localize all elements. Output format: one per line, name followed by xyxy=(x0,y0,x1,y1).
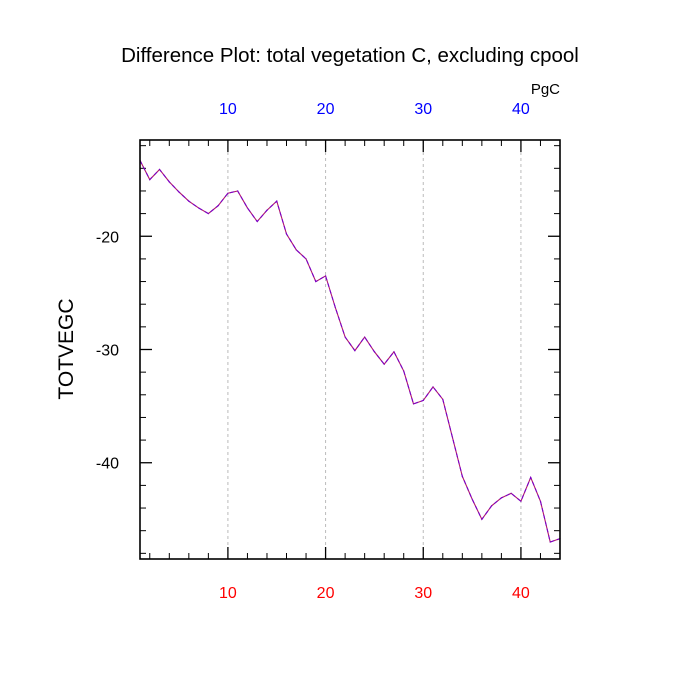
data-point xyxy=(256,220,258,223)
data-point xyxy=(305,258,307,260)
data-point xyxy=(266,209,268,211)
data-point xyxy=(354,350,356,352)
x-tick-label-bottom: 40 xyxy=(512,585,530,602)
series-line-primary xyxy=(139,160,561,543)
data-point xyxy=(149,179,151,181)
data-point xyxy=(442,398,444,400)
data-point xyxy=(168,181,170,183)
y-tick-label: -40 xyxy=(96,456,119,473)
data-point xyxy=(198,207,200,209)
data-point xyxy=(324,275,327,277)
data-point xyxy=(451,437,454,439)
data-point xyxy=(432,386,434,388)
y-tick-label: -20 xyxy=(96,229,119,246)
data-point xyxy=(539,500,542,502)
data-point xyxy=(481,518,483,520)
x-tick-label-bottom: 10 xyxy=(219,585,237,602)
x-tick-label-top: 20 xyxy=(317,101,335,118)
data-point xyxy=(344,336,346,338)
data-point xyxy=(422,399,424,402)
data-point xyxy=(500,497,502,499)
data-point xyxy=(383,363,385,365)
series-line-secondary xyxy=(139,160,561,543)
data-point xyxy=(510,492,512,494)
x-tick-label-bottom: 20 xyxy=(317,585,335,602)
data-point xyxy=(237,190,239,192)
x-tick-label-top: 30 xyxy=(414,101,432,118)
data-point xyxy=(188,200,190,202)
data-point xyxy=(491,505,493,507)
x-tick-label-top: 10 xyxy=(219,101,237,118)
plot-frame xyxy=(139,139,561,560)
data-point xyxy=(520,500,522,502)
x-tick-label-top: 40 xyxy=(512,101,530,118)
data-point xyxy=(285,233,288,235)
tick-labels: 10 10 20 20 30 30 40 40 -20 -30 -40 xyxy=(96,101,530,602)
data-point xyxy=(217,205,219,207)
data-point xyxy=(403,370,405,372)
data-point xyxy=(207,213,209,215)
data-point xyxy=(364,336,366,338)
data-point xyxy=(471,498,473,500)
data-point xyxy=(246,207,249,209)
grid-lines xyxy=(227,140,522,559)
y-axis-label: TOTVEGC xyxy=(55,298,78,399)
y-tick-label: -30 xyxy=(96,343,119,360)
chart-title: Difference Plot: total vegetation C, exc… xyxy=(121,44,579,67)
data-point xyxy=(227,192,229,194)
data-point xyxy=(295,249,297,251)
units-label: PgC xyxy=(531,81,560,98)
data-series xyxy=(139,159,561,543)
axis-ticks xyxy=(140,140,561,559)
x-tick-label-bottom: 30 xyxy=(414,585,432,602)
data-point xyxy=(178,191,180,193)
data-point xyxy=(315,280,317,283)
data-point xyxy=(412,403,415,405)
data-point xyxy=(373,351,376,353)
data-point xyxy=(461,475,463,477)
data-point xyxy=(530,476,532,479)
data-point xyxy=(334,307,336,309)
data-point xyxy=(549,541,551,543)
data-point xyxy=(276,200,278,202)
data-point xyxy=(158,168,161,171)
data-point xyxy=(393,351,395,353)
